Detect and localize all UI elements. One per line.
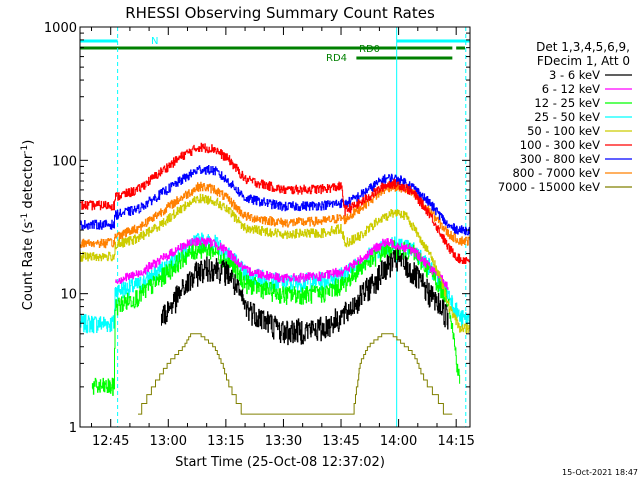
legend-header: FDecim 1, Att 0 bbox=[537, 54, 630, 68]
annot-rd4: RD4 bbox=[326, 53, 347, 64]
x-tick-label: 14:15 bbox=[437, 434, 474, 449]
series-line-3-6-kev bbox=[161, 248, 449, 346]
axes: 12:45 13:00 13:15 13:30 13:45 14:00 14:15 1 10 10… bbox=[44, 21, 475, 449]
legend-label: 25 - 50 keV bbox=[534, 110, 600, 124]
x-tick-label: 13:15 bbox=[207, 434, 244, 449]
legend-header: Det 1,3,4,5,6,9, bbox=[536, 40, 630, 54]
legend-label: 12 - 25 keV bbox=[534, 96, 600, 110]
series-line-300-800-kev bbox=[80, 165, 471, 236]
plot-frame bbox=[79, 26, 471, 428]
annot-rd0: RD0 bbox=[359, 44, 380, 55]
mode-bars bbox=[80, 39, 470, 60]
y-tick-label: 100 bbox=[52, 154, 77, 169]
x-tick-label: 14:00 bbox=[380, 434, 417, 449]
legend-label: 7000 - 15000 keV bbox=[498, 180, 600, 194]
legend-label: 50 - 100 keV bbox=[527, 124, 600, 138]
series-line-50-100-kev bbox=[80, 193, 471, 334]
legend-label: 6 - 12 keV bbox=[542, 82, 600, 96]
series-line-7000-15000-kev bbox=[138, 333, 453, 415]
legend-label: 300 - 800 keV bbox=[520, 152, 600, 166]
y-tick-label: 10 bbox=[60, 288, 77, 303]
series-line-100-300-kev bbox=[80, 142, 471, 264]
series-group bbox=[80, 142, 471, 415]
y-tick-label: 1 bbox=[69, 421, 77, 436]
y-axis-label: Count Rate (s-1 detector-1) bbox=[20, 140, 36, 311]
chart-title: RHESSI Observing Summary Count Rates bbox=[125, 4, 435, 22]
series-line-6-12-kev bbox=[115, 237, 449, 290]
footer-date: 15-Oct-2021 18:47 bbox=[562, 468, 638, 477]
x-tick-label: 13:45 bbox=[322, 434, 359, 449]
x-tick-label: 13:30 bbox=[265, 434, 302, 449]
legend-label: 3 - 6 keV bbox=[549, 68, 600, 82]
legend-label: 100 - 300 keV bbox=[520, 138, 600, 152]
legend: Det 1,3,4,5,6,9,FDecim 1, Att 03 - 6 keV… bbox=[498, 40, 632, 194]
legend-label: 800 - 7000 keV bbox=[512, 166, 600, 180]
x-tick-label: 13:00 bbox=[150, 434, 187, 449]
interval-markers bbox=[117, 27, 467, 427]
x-tick-label: 12:45 bbox=[92, 434, 129, 449]
annot-n: N bbox=[151, 36, 158, 47]
y-tick-label: 1000 bbox=[44, 21, 77, 36]
x-axis-label: Start Time (25-Oct-08 12:37:02) bbox=[175, 455, 385, 470]
